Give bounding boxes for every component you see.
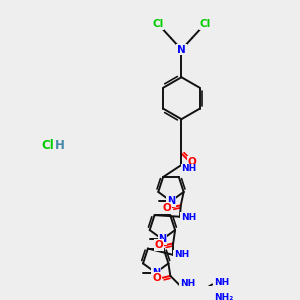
Text: H: H [55, 140, 64, 152]
Text: N: N [152, 268, 160, 278]
Text: N: N [158, 234, 166, 244]
Text: N: N [167, 196, 175, 206]
Text: O: O [154, 240, 163, 250]
Text: NH: NH [174, 250, 189, 260]
Text: NH: NH [214, 278, 230, 287]
Text: O: O [162, 203, 171, 213]
Text: Cl: Cl [42, 140, 54, 152]
Text: N: N [177, 45, 186, 55]
Text: NH: NH [180, 279, 195, 288]
Text: NH: NH [181, 213, 196, 222]
Text: O: O [153, 273, 161, 283]
Text: NH₂: NH₂ [214, 293, 233, 300]
Text: Cl: Cl [200, 19, 211, 29]
Text: NH: NH [182, 164, 197, 173]
Text: Cl: Cl [152, 19, 163, 29]
Text: O: O [188, 157, 196, 167]
